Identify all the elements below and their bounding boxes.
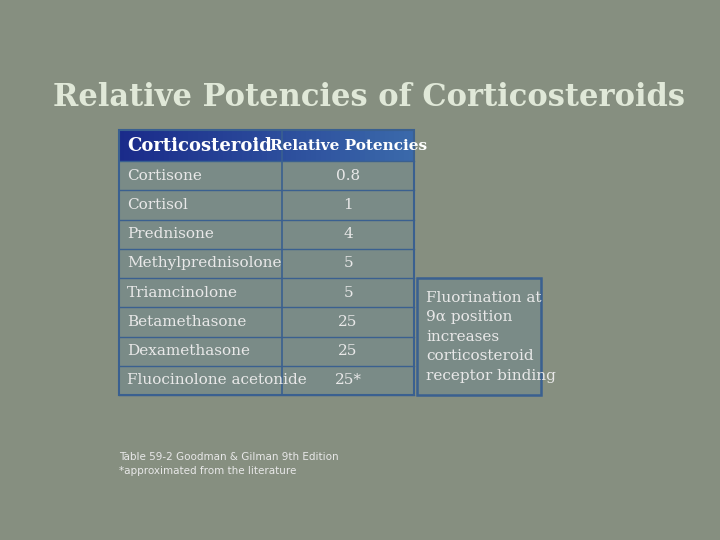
Bar bbox=[188, 130, 194, 161]
Bar bbox=[336, 130, 341, 161]
Text: 25: 25 bbox=[338, 315, 358, 329]
Bar bbox=[266, 130, 272, 161]
Bar bbox=[365, 130, 371, 161]
Text: Corticosteroid: Corticosteroid bbox=[127, 137, 272, 154]
Text: Fluorination at
9α position
increases
corticosteroid
receptor binding: Fluorination at 9α position increases co… bbox=[426, 291, 557, 383]
Bar bbox=[120, 130, 125, 161]
Bar bbox=[198, 130, 204, 161]
Text: 0.8: 0.8 bbox=[336, 168, 360, 183]
Text: 25*: 25* bbox=[335, 374, 361, 388]
Bar bbox=[355, 130, 361, 161]
Bar bbox=[360, 130, 366, 161]
Bar bbox=[287, 130, 292, 161]
Bar bbox=[158, 130, 164, 161]
Text: Triamcinolone: Triamcinolone bbox=[127, 286, 238, 300]
Bar bbox=[271, 130, 277, 161]
Text: Prednisone: Prednisone bbox=[127, 227, 214, 241]
Text: Betamethasone: Betamethasone bbox=[127, 315, 246, 329]
Bar bbox=[330, 130, 336, 161]
Bar bbox=[139, 130, 145, 161]
Bar bbox=[193, 130, 199, 161]
Bar bbox=[252, 130, 258, 161]
Bar bbox=[212, 130, 218, 161]
Text: 5: 5 bbox=[343, 286, 353, 300]
Bar bbox=[233, 130, 238, 161]
Bar bbox=[404, 130, 410, 161]
Bar bbox=[262, 130, 267, 161]
Bar bbox=[384, 130, 390, 161]
Bar bbox=[417, 278, 541, 395]
Bar bbox=[168, 130, 174, 161]
Bar bbox=[341, 130, 346, 161]
Bar bbox=[203, 130, 209, 161]
Text: Relative Potencies of Corticosteroids: Relative Potencies of Corticosteroids bbox=[53, 82, 685, 113]
Bar bbox=[120, 130, 414, 395]
Bar bbox=[217, 130, 223, 161]
Text: Table 59-2 Goodman & Gilman 9th Edition
*approximated from the literature: Table 59-2 Goodman & Gilman 9th Edition … bbox=[120, 451, 339, 476]
Bar bbox=[257, 130, 263, 161]
Bar bbox=[242, 130, 248, 161]
Text: Dexamethasone: Dexamethasone bbox=[127, 344, 251, 358]
Bar bbox=[370, 130, 375, 161]
Bar bbox=[399, 130, 405, 161]
Bar bbox=[120, 130, 414, 395]
Bar bbox=[345, 130, 351, 161]
Bar bbox=[316, 130, 321, 161]
Bar bbox=[296, 130, 302, 161]
Bar bbox=[222, 130, 228, 161]
Bar bbox=[149, 130, 155, 161]
Text: 25: 25 bbox=[338, 344, 358, 358]
Bar bbox=[125, 130, 130, 161]
Bar bbox=[301, 130, 307, 161]
Text: Fluocinolone acetonide: Fluocinolone acetonide bbox=[127, 374, 307, 388]
Text: 4: 4 bbox=[343, 227, 353, 241]
Text: Cortisol: Cortisol bbox=[127, 198, 188, 212]
Bar bbox=[282, 130, 287, 161]
Bar bbox=[350, 130, 356, 161]
Bar bbox=[306, 130, 312, 161]
Bar bbox=[228, 130, 233, 161]
Bar bbox=[390, 130, 395, 161]
Bar bbox=[174, 130, 179, 161]
Bar bbox=[292, 130, 297, 161]
Bar bbox=[163, 130, 169, 161]
Bar bbox=[208, 130, 214, 161]
Bar bbox=[311, 130, 317, 161]
Bar bbox=[379, 130, 385, 161]
Bar bbox=[325, 130, 331, 161]
Bar bbox=[374, 130, 380, 161]
Text: Relative Potencies: Relative Potencies bbox=[269, 139, 427, 153]
Text: Cortisone: Cortisone bbox=[127, 168, 202, 183]
Bar bbox=[395, 130, 400, 161]
Bar bbox=[144, 130, 150, 161]
Text: Methylprednisolone: Methylprednisolone bbox=[127, 256, 282, 271]
Text: 1: 1 bbox=[343, 198, 353, 212]
Text: 5: 5 bbox=[343, 256, 353, 271]
Bar bbox=[238, 130, 243, 161]
FancyBboxPatch shape bbox=[98, 72, 640, 473]
Bar bbox=[247, 130, 253, 161]
Bar bbox=[276, 130, 282, 161]
Bar bbox=[134, 130, 140, 161]
Bar bbox=[320, 130, 326, 161]
Bar bbox=[409, 130, 415, 161]
Bar bbox=[184, 130, 189, 161]
Bar bbox=[179, 130, 184, 161]
Bar bbox=[154, 130, 160, 161]
Bar bbox=[130, 130, 135, 161]
